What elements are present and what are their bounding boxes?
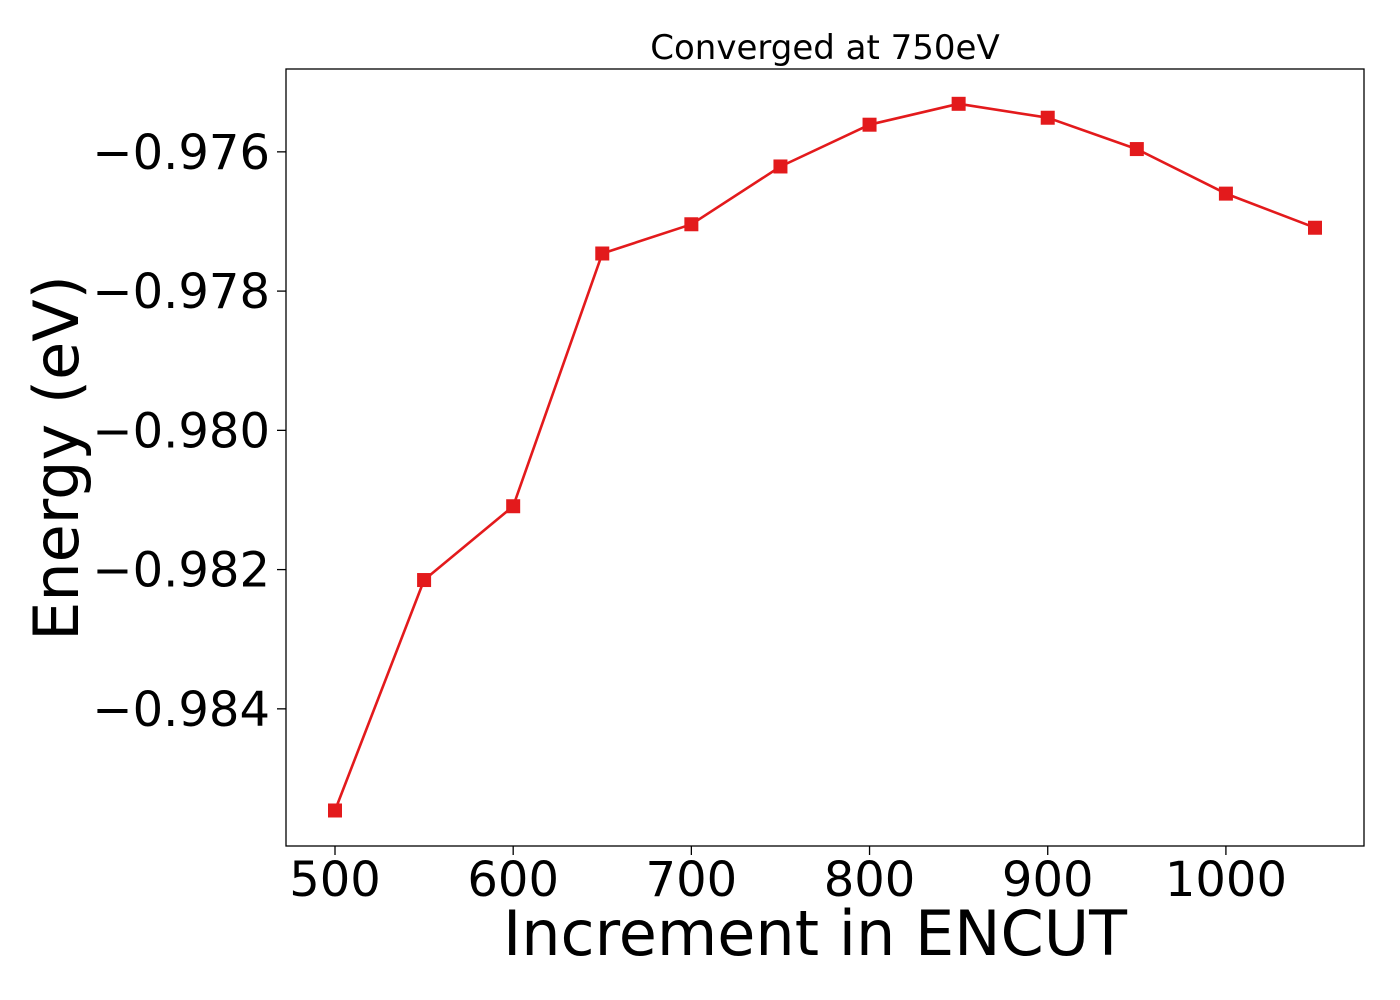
data-point-marker — [595, 246, 610, 261]
x-tick-label: 600 — [467, 852, 559, 908]
y-tick-label: −0.980 — [92, 403, 270, 459]
y-tick-label: −0.976 — [92, 125, 270, 181]
x-tick-label: 900 — [1002, 852, 1094, 908]
x-axis-label: Increment in ENCUT — [503, 897, 1128, 970]
data-point-marker — [684, 217, 699, 232]
data-point-marker — [862, 117, 877, 132]
plot-background — [286, 69, 1364, 846]
data-point-marker — [506, 499, 521, 514]
x-tick-label: 1000 — [1165, 852, 1287, 908]
data-point-marker — [773, 159, 788, 174]
chart-title: Converged at 750eV — [650, 28, 999, 68]
plot-area — [286, 69, 1364, 846]
y-tick-label: −0.978 — [92, 264, 270, 320]
x-tick-label: 500 — [289, 852, 381, 908]
data-point-marker — [328, 803, 342, 818]
data-point-marker — [1040, 110, 1055, 125]
series-line — [333, 102, 1316, 811]
data-point-marker — [951, 96, 966, 111]
data-point-marker — [1129, 142, 1144, 157]
y-axis: −0.984 −0.982 −0.980 −0.978 −0.976 — [92, 125, 286, 738]
y-tick-label: −0.982 — [92, 543, 270, 599]
x-tick-label: 700 — [646, 852, 738, 908]
y-axis-label: Energy (eV) — [20, 275, 93, 641]
series-layer — [328, 96, 1322, 818]
data-point-marker — [417, 573, 432, 588]
x-tick-label: 800 — [824, 852, 916, 908]
data-point-marker — [1308, 220, 1322, 235]
y-tick-label: −0.984 — [92, 682, 270, 738]
plot-frame — [285, 68, 1365, 847]
x-axis: 500 600 700 800 900 1000 — [289, 846, 1287, 908]
data-point-marker — [1218, 186, 1233, 201]
